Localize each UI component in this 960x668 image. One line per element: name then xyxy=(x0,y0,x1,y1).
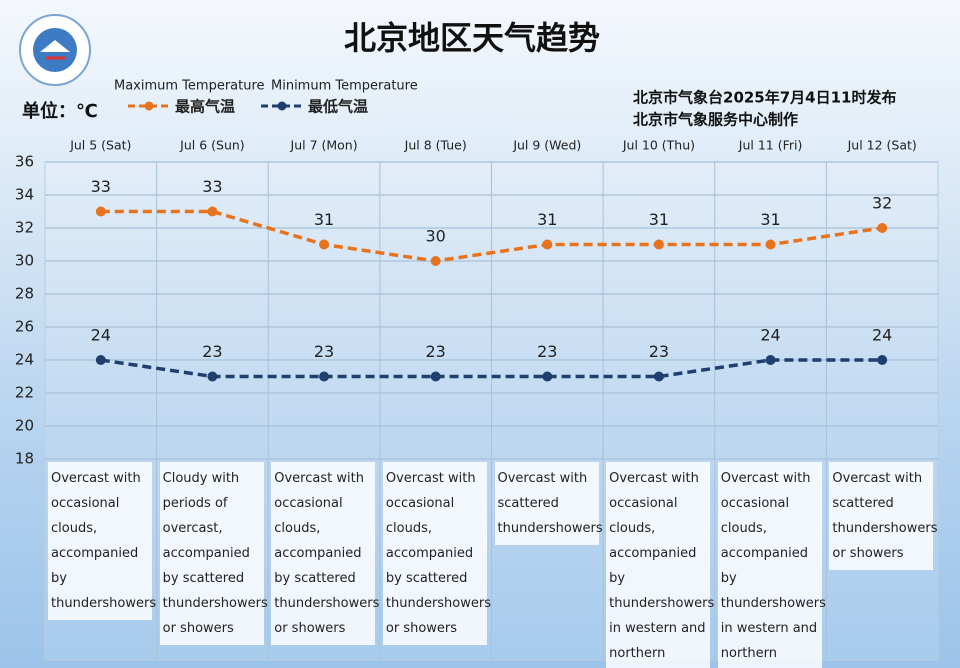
data-point xyxy=(319,371,330,382)
y-tick-label: 34 xyxy=(15,186,34,204)
weather-description: Cloudy with periods of overcast, accompa… xyxy=(159,462,268,645)
data-point xyxy=(430,256,441,266)
data-label: 23 xyxy=(202,342,222,361)
data-label: 23 xyxy=(314,342,334,361)
x-tick-label: Jul 9 (Wed) xyxy=(512,138,581,153)
data-point xyxy=(542,371,553,382)
data-label: 24 xyxy=(760,326,780,345)
data-label: 32 xyxy=(872,194,892,213)
weather-description: Overcast with occasional clouds, accompa… xyxy=(382,462,491,645)
data-point xyxy=(95,206,106,217)
data-point xyxy=(653,371,664,382)
y-tick-label: 20 xyxy=(15,417,34,435)
x-tick-label: Jul 12 (Sat) xyxy=(847,138,917,153)
data-label: 23 xyxy=(426,342,446,361)
data-label: 33 xyxy=(202,177,222,196)
y-tick-label: 22 xyxy=(15,384,34,402)
data-label: 23 xyxy=(649,342,669,361)
x-tick-label: Jul 11 (Fri) xyxy=(738,138,803,153)
data-point xyxy=(542,239,553,250)
weather-description: Overcast with occasional clouds, accompa… xyxy=(606,462,714,668)
data-label: 31 xyxy=(537,210,557,229)
x-tick-label: Jul 5 (Sat) xyxy=(69,138,131,153)
data-label: 31 xyxy=(314,210,334,229)
data-point xyxy=(653,239,664,250)
legend-subtitle: Maximum Temperature xyxy=(114,79,265,94)
chart-title: 北京地区天气趋势 xyxy=(344,19,600,57)
data-label: 33 xyxy=(91,177,111,196)
y-tick-label: 26 xyxy=(15,318,34,336)
unit-label: 单位：℃ xyxy=(22,100,98,122)
data-point xyxy=(207,371,218,382)
x-tick-label: Jul 10 (Thu) xyxy=(622,138,695,153)
weather-description: Overcast with occasional clouds, accompa… xyxy=(717,462,826,668)
logo xyxy=(19,14,91,86)
data-label: 23 xyxy=(537,342,557,361)
weather-description: Overcast with scattered thundershowers xyxy=(494,462,603,545)
x-tick-label: Jul 8 (Tue) xyxy=(404,138,467,153)
data-point xyxy=(319,239,330,250)
weather-description: Overcast with scattered thundershowers o… xyxy=(829,462,938,570)
weather-description: Overcast with occasional clouds, accompa… xyxy=(271,462,379,645)
data-point xyxy=(765,239,776,250)
data-point xyxy=(877,355,888,365)
y-tick-label: 32 xyxy=(15,219,34,237)
x-tick-label: Jul 7 (Mon) xyxy=(290,138,358,153)
legend-label: 最高气温 xyxy=(175,98,235,116)
data-label: 24 xyxy=(91,326,111,345)
data-label: 24 xyxy=(872,326,892,345)
y-tick-label: 28 xyxy=(15,285,34,303)
legend-marker xyxy=(277,101,287,111)
legend-label: 最低气温 xyxy=(308,98,368,116)
series-line xyxy=(100,358,883,379)
data-point xyxy=(877,223,888,233)
y-tick-label: 30 xyxy=(15,252,34,270)
data-point xyxy=(430,371,441,382)
x-tick-label: Jul 6 (Sun) xyxy=(179,138,245,153)
data-label: 30 xyxy=(426,227,446,246)
data-point xyxy=(95,355,106,365)
publisher: 北京市气象服务中心制作 xyxy=(633,111,798,129)
data-label: 31 xyxy=(649,210,669,229)
data-point xyxy=(765,355,776,365)
y-tick-label: 36 xyxy=(15,153,34,171)
y-tick-label: 24 xyxy=(15,351,34,369)
series-line xyxy=(100,209,883,263)
legend-subtitle: Minimum Temperature xyxy=(271,79,418,94)
data-label: 31 xyxy=(760,210,780,229)
data-point xyxy=(207,206,218,217)
publisher: 北京市气象台2025年7月4日11时发布 xyxy=(633,89,897,107)
y-tick-label: 18 xyxy=(15,450,34,468)
legend-marker xyxy=(144,101,154,111)
weather-description: Overcast with occasional clouds, accompa… xyxy=(48,462,156,620)
